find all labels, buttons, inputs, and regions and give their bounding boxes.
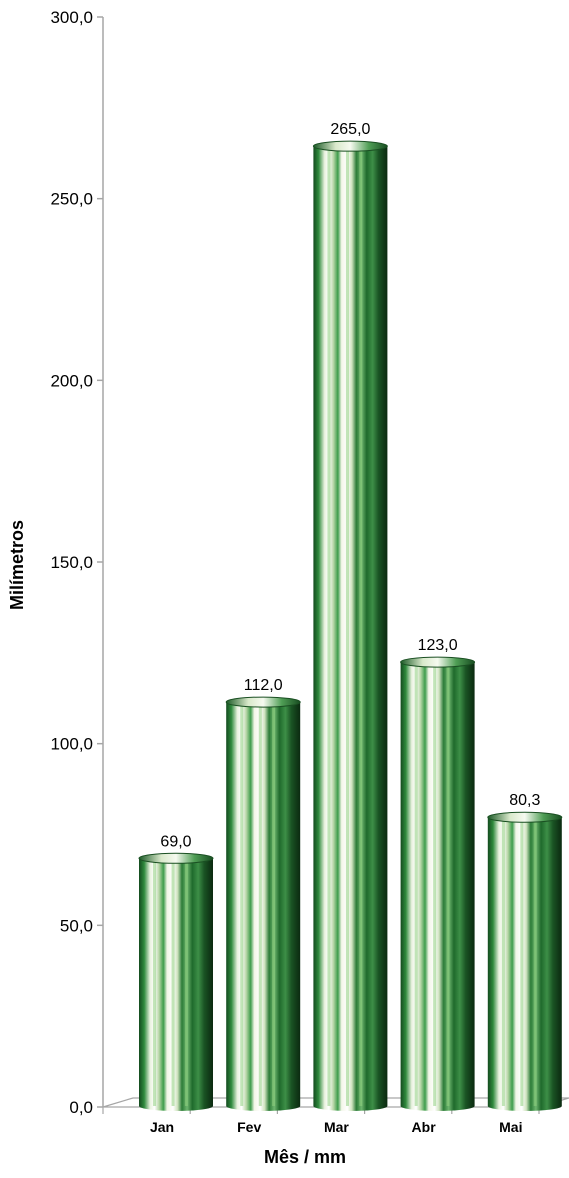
bar-body — [487, 817, 562, 1111]
category-label: Abr — [412, 1119, 437, 1135]
data-label: 80,3 — [509, 792, 540, 809]
bar-mar — [312, 140, 388, 1111]
category-label: Mai — [499, 1119, 522, 1135]
bar-streak — [345, 146, 349, 1106]
bar-body — [400, 662, 475, 1111]
bar-cap — [400, 656, 476, 668]
bar-mai — [487, 811, 563, 1111]
y-tick-label: 150,0 — [50, 553, 93, 572]
bar-body — [313, 146, 388, 1111]
bar-streak — [359, 146, 363, 1106]
y-tick-label: 50,0 — [60, 916, 93, 935]
data-label: 265,0 — [330, 121, 370, 138]
bar-streak — [533, 817, 537, 1106]
bar-streak — [433, 662, 437, 1106]
y-tick-label: 100,0 — [50, 735, 93, 754]
bar-streak — [258, 702, 262, 1106]
data-labels: 69,0 112,0 265,0 123,0 80,3 — [160, 121, 540, 850]
bar-abr — [400, 656, 476, 1111]
bar-cap — [487, 811, 563, 823]
y-tick-label: 200,0 — [50, 371, 93, 390]
category-labels: Jan Fev Mar Abr Mai — [150, 1119, 523, 1135]
bar-streak — [184, 858, 188, 1106]
y-axis-title: Milímetros — [7, 520, 27, 610]
bar-fev — [225, 696, 301, 1111]
bar-jan — [138, 852, 214, 1111]
bar-streak — [520, 817, 524, 1106]
bar-streak — [414, 662, 418, 1106]
data-label: 112,0 — [244, 677, 283, 694]
x-axis-title: Mês / mm — [264, 1147, 346, 1167]
bars — [138, 140, 563, 1111]
category-label: Mar — [324, 1119, 349, 1135]
y-axis: 0,0 50,0 100,0 150,0 200,0 250,0 300,0 — [50, 8, 104, 1117]
floor-outline — [102, 1097, 569, 1108]
bar-streak — [446, 662, 450, 1106]
bar-cap — [138, 852, 214, 864]
y-tick-label: 0,0 — [69, 1098, 93, 1117]
bar-streak — [240, 702, 244, 1106]
y-tick-label: 300,0 — [50, 8, 93, 27]
bar-streak — [327, 146, 331, 1106]
bar-streak — [272, 702, 276, 1106]
data-label: 123,0 — [418, 637, 458, 654]
category-label: Jan — [150, 1119, 174, 1135]
bar-streak — [171, 858, 175, 1106]
bar-body — [226, 702, 301, 1111]
y-tick-label: 250,0 — [50, 190, 93, 209]
category-label: Fev — [237, 1119, 261, 1135]
bar-streak — [501, 817, 505, 1106]
bar-cap — [225, 696, 301, 708]
bar-body — [139, 858, 213, 1111]
y-ticks: 0,0 50,0 100,0 150,0 200,0 250,0 300,0 — [50, 8, 103, 1117]
data-label: 69,0 — [160, 833, 191, 850]
bar-cap — [312, 140, 388, 152]
bar-streak — [153, 858, 157, 1106]
